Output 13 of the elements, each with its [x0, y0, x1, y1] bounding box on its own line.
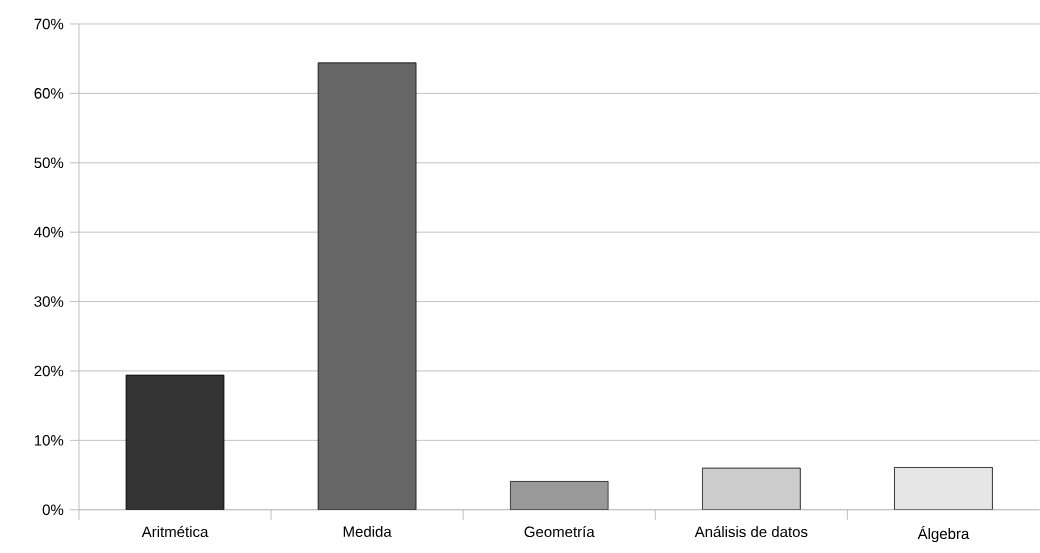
x-tick-label: Álgebra	[917, 526, 970, 543]
x-tick-label: Geometría	[524, 526, 595, 538]
y-tick-label: 0%	[42, 504, 64, 516]
y-tick-label: 50%	[34, 157, 64, 169]
y-tick-label: 60%	[34, 88, 64, 99]
x-tick-label: Aritmética	[141, 526, 209, 538]
y-tick-label: 20%	[34, 365, 64, 377]
y-tick-label: 30%	[34, 296, 64, 307]
y-tick-label: 10%	[34, 435, 64, 446]
x-tick-label: Medida	[343, 526, 392, 538]
y-tick-label: 70%	[34, 18, 64, 30]
y-tick-label: 40%	[34, 227, 64, 238]
x-tick-label: Análisis de datos	[694, 526, 808, 538]
